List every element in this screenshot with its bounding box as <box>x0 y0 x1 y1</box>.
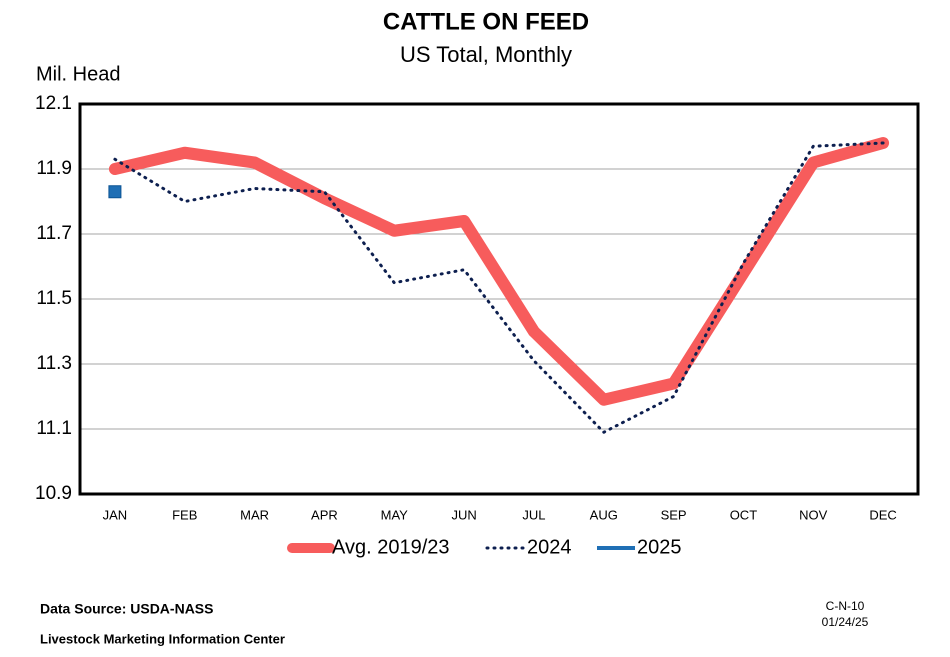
x-tick-label: MAY <box>381 507 409 522</box>
x-tick-label: DEC <box>869 507 896 522</box>
point-marker <box>108 185 122 199</box>
x-tick-label: OCT <box>730 507 758 522</box>
x-tick-label: JAN <box>103 507 128 522</box>
y-tick-label: 10.9 <box>35 483 72 504</box>
source: Data Source: USDA-NASS <box>40 601 213 617</box>
chart-title: CATTLE ON FEED <box>383 8 589 35</box>
legend-label: 2025 <box>637 536 682 558</box>
series-line <box>113 141 885 434</box>
legend-label: Avg. 2019/23 <box>332 536 450 558</box>
date: 01/24/25 <box>822 615 869 629</box>
x-tick-label: NOV <box>799 507 828 522</box>
series-line <box>108 137 890 406</box>
y-tick-label: 11.7 <box>36 223 72 244</box>
y-tick-label: 11.3 <box>36 353 72 374</box>
org: Livestock Marketing Information Center <box>40 631 285 646</box>
x-tick-label: FEB <box>172 507 197 522</box>
code: C-N-10 <box>826 599 865 613</box>
x-tick-label: SEP <box>661 507 687 522</box>
legend-label: 2024 <box>527 536 572 558</box>
y-tick-label: 12.1 <box>35 93 72 114</box>
plot-border <box>78 102 920 496</box>
y-tick-label: 11.9 <box>36 158 72 179</box>
y-tick-label: 11.1 <box>36 418 72 439</box>
x-tick-label: JUL <box>522 507 545 522</box>
chart-subtitle: US Total, Monthly <box>400 42 572 67</box>
x-tick-label: AUG <box>590 507 618 522</box>
x-tick-label: MAR <box>240 507 269 522</box>
y-tick-label: 11.5 <box>36 288 72 309</box>
y-axis-label: Mil. Head <box>36 63 120 85</box>
x-tick-label: APR <box>311 507 338 522</box>
x-tick-label: JUN <box>451 507 476 522</box>
